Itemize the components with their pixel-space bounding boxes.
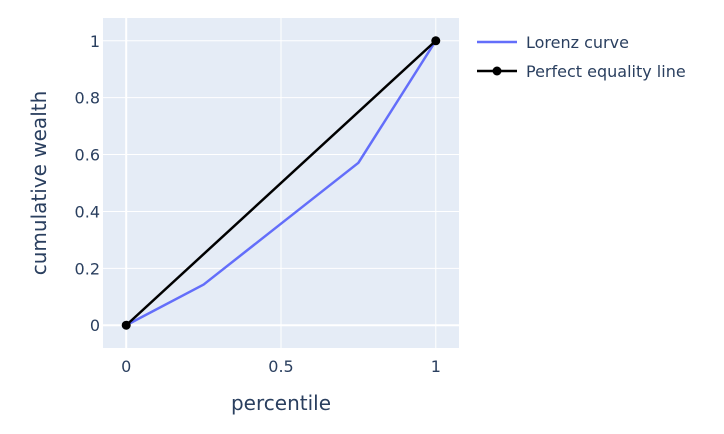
y-tick-label: 0.6 [75, 146, 100, 165]
x-tick-labels: 0 0.5 1 [121, 357, 441, 376]
legend-marker [492, 66, 502, 76]
x-tick-label: 0 [121, 357, 131, 376]
legend-item[interactable]: Perfect equality line [477, 62, 686, 81]
legend-item[interactable]: Lorenz curve [477, 33, 629, 52]
x-tick-label: 1 [431, 357, 441, 376]
legend[interactable]: Lorenz curve Perfect equality line [477, 33, 686, 81]
x-tick-label: 0.5 [268, 357, 293, 376]
y-axis-title: cumulative wealth [27, 91, 51, 276]
legend-label: Lorenz curve [526, 33, 629, 52]
y-tick-label: 0.4 [75, 202, 100, 221]
legend-label: Perfect equality line [526, 62, 686, 81]
series-line [125, 39, 437, 327]
series-line [125, 40, 437, 327]
y-tick-label: 1 [90, 32, 100, 51]
data-point-marker [121, 320, 131, 330]
gridlines [103, 18, 459, 348]
y-tick-labels: 0 0.2 0.4 0.6 0.8 1 [75, 32, 100, 335]
x-axis-title: percentile [231, 391, 331, 415]
y-tick-label: 0 [90, 316, 100, 335]
series-layer [121, 36, 441, 330]
y-tick-label: 0.2 [75, 259, 100, 278]
data-point-marker [431, 36, 441, 46]
y-tick-label: 0.8 [75, 89, 100, 108]
